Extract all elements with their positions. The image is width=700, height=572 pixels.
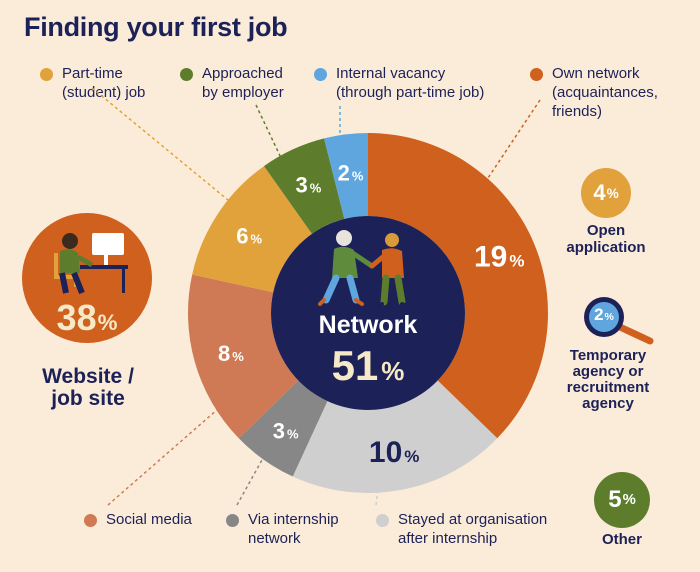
leader-line-own-network xyxy=(487,99,541,179)
leader-lines xyxy=(91,87,541,506)
legend-label: Approached by employer xyxy=(202,65,284,101)
legend-label: Via internship network xyxy=(248,511,339,547)
legend-approached: Approached by employer xyxy=(180,64,284,102)
pie-slice-2 xyxy=(238,380,328,477)
computer-user-icon xyxy=(52,227,128,295)
legend-stayed: Stayed at organisation after internship xyxy=(376,510,547,548)
leader-line-approached xyxy=(255,104,283,161)
other-circle: 5% xyxy=(594,472,650,528)
website-pct-sign: % xyxy=(97,310,118,335)
legend-internship-network: Via internship network xyxy=(226,510,339,548)
open-application-pct-sign: % xyxy=(606,185,619,201)
legend-own-network: Own network (acquaintances, friends) xyxy=(530,64,658,121)
legend-dot xyxy=(376,514,389,527)
open-application-circle: 4% xyxy=(581,168,631,218)
temp-agency-figure: 2% xyxy=(586,305,622,325)
website-label: Website / job site xyxy=(42,365,134,410)
pie-slice-5 xyxy=(264,138,345,234)
temp-agency-label: Temporary agency or recruitment agency xyxy=(566,347,650,412)
pie-slice-0 xyxy=(368,133,548,439)
pie-slice-4 xyxy=(192,166,312,293)
legend-dot xyxy=(530,68,543,81)
legend-label: Stayed at organisation after internship xyxy=(398,511,548,547)
magnifier-icon xyxy=(582,291,662,351)
open-application-value: 4 xyxy=(593,180,606,205)
legend-dot xyxy=(84,514,97,527)
legend-label: Internal vacancy (through part-time job) xyxy=(336,65,485,101)
other-value: 5 xyxy=(608,486,622,513)
legend-dot xyxy=(40,68,53,81)
legend-label: Social media xyxy=(106,511,192,528)
leader-line-part-time xyxy=(91,87,229,201)
legend-label: Own network (acquaintances, friends) xyxy=(552,65,658,120)
legend-label: Part-time (student) job xyxy=(62,65,146,101)
chart-title: Finding your first job xyxy=(24,12,288,42)
center-circle xyxy=(271,216,465,410)
pie-slice-3 xyxy=(187,274,299,439)
legend-dot xyxy=(226,514,239,527)
temp-agency-pct-sign: % xyxy=(604,311,614,323)
pie-slice-1 xyxy=(292,380,498,493)
other-pct-sign: % xyxy=(622,492,636,508)
pie-slice-6 xyxy=(324,133,368,219)
legend-dot xyxy=(180,68,193,81)
website-value: 38 xyxy=(56,297,97,338)
website-circle: 38% xyxy=(22,213,152,343)
leader-line-internship xyxy=(236,459,263,506)
temp-agency-value: 2 xyxy=(594,305,604,324)
legend-social-media: Social media xyxy=(84,510,192,529)
legend-internal: Internal vacancy (through part-time job) xyxy=(314,64,484,102)
leader-line-social-media xyxy=(107,401,227,506)
open-application-label: Open application xyxy=(566,222,646,256)
center-label: Network xyxy=(319,311,418,339)
other-label: Other xyxy=(601,531,642,548)
handshake-people-icon xyxy=(318,230,410,308)
legend-part-time: Part-time (student) job xyxy=(40,64,145,102)
legend-dot xyxy=(314,68,327,81)
